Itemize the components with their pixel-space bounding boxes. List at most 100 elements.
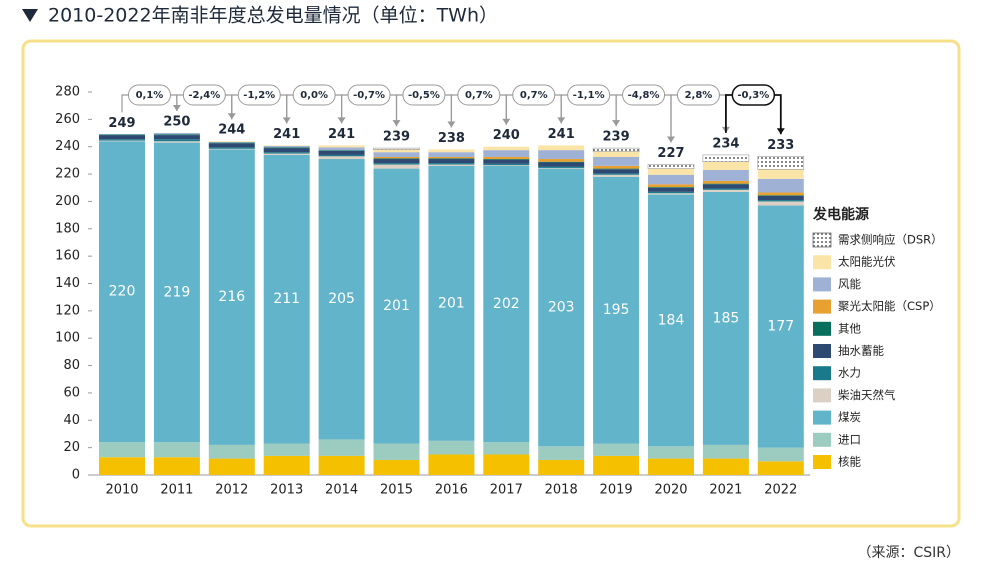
data-label: 195 bbox=[603, 302, 630, 318]
x-tick-label: 2017 bbox=[490, 483, 523, 498]
bar-segment bbox=[208, 141, 255, 143]
legend-label: 水力 bbox=[838, 366, 861, 380]
bar-segment bbox=[538, 145, 585, 151]
data-label: 184 bbox=[658, 312, 685, 328]
bar-segment bbox=[153, 442, 200, 458]
bar-segment bbox=[373, 156, 420, 159]
total-label: 239 bbox=[383, 130, 410, 145]
bar-segment bbox=[373, 459, 420, 475]
bar-segment bbox=[483, 159, 530, 164]
bar-segment bbox=[428, 152, 475, 157]
legend-label: 柴油天然气 bbox=[838, 388, 896, 402]
bar-segment bbox=[208, 148, 255, 150]
bar-segment bbox=[208, 458, 255, 475]
data-label: 201 bbox=[438, 295, 465, 311]
bar-segment bbox=[208, 444, 255, 459]
bar-segment bbox=[263, 146, 310, 148]
bar-segment bbox=[593, 174, 640, 177]
bar-segment bbox=[757, 195, 804, 196]
change-label: 0,0% bbox=[300, 90, 328, 101]
legend-label: 风能 bbox=[838, 277, 861, 291]
bar-segment bbox=[99, 140, 145, 142]
change-box bbox=[292, 84, 336, 106]
bar-segment bbox=[373, 149, 420, 153]
bar-segment bbox=[702, 180, 749, 184]
change-box bbox=[512, 84, 556, 106]
legend-swatch bbox=[812, 232, 832, 248]
bar-segment bbox=[648, 193, 694, 195]
data-label: 216 bbox=[218, 289, 245, 305]
change-label: -1,2% bbox=[243, 90, 275, 101]
x-tick-label: 2019 bbox=[600, 483, 633, 498]
bar-segment bbox=[593, 455, 640, 475]
bar-segment bbox=[318, 150, 365, 155]
change-label: -4,8% bbox=[628, 90, 660, 101]
data-label: 177 bbox=[767, 319, 794, 335]
bar-segment bbox=[538, 161, 585, 163]
y-tick-label: 40 bbox=[63, 413, 80, 428]
y-tick-label: 240 bbox=[55, 139, 80, 154]
data-label: 219 bbox=[164, 284, 191, 300]
bar-segment bbox=[593, 173, 640, 175]
bar-segment bbox=[757, 447, 804, 462]
bar-segment bbox=[483, 442, 530, 455]
change-box bbox=[127, 84, 171, 106]
bar-segment bbox=[99, 442, 145, 458]
change-box bbox=[731, 84, 776, 106]
legend-swatch bbox=[813, 366, 831, 381]
x-tick-label: 2021 bbox=[709, 483, 742, 498]
bar-segment bbox=[483, 150, 530, 157]
change-label: -1,1% bbox=[573, 90, 605, 101]
bar-segment bbox=[757, 195, 804, 201]
bar-segment bbox=[318, 154, 365, 157]
x-tick-label: 2014 bbox=[325, 483, 358, 498]
legend-swatch bbox=[813, 321, 831, 336]
bar-segment bbox=[208, 141, 255, 142]
bar-segment bbox=[263, 455, 310, 475]
bar-segment bbox=[428, 454, 475, 475]
bar-segment bbox=[593, 151, 640, 157]
change-label: 0,7% bbox=[520, 90, 548, 101]
bar-segment bbox=[208, 149, 255, 445]
bar-segment bbox=[757, 192, 804, 196]
legend-swatch bbox=[813, 455, 831, 469]
bar-segment bbox=[428, 165, 475, 441]
legend-swatch bbox=[813, 410, 831, 425]
legend-swatch bbox=[813, 344, 831, 358]
bar-segment bbox=[318, 147, 365, 151]
total-label: 241 bbox=[548, 127, 575, 142]
bar-segment bbox=[593, 156, 640, 166]
bar-segment bbox=[373, 163, 420, 165]
bar-segment bbox=[428, 156, 475, 159]
data-label: 185 bbox=[713, 310, 740, 326]
y-tick-label: 80 bbox=[63, 358, 80, 373]
bar-segment bbox=[373, 159, 420, 164]
change-label: -0,3% bbox=[737, 90, 769, 101]
bar-segment bbox=[483, 165, 530, 443]
bar-segment bbox=[373, 443, 420, 460]
bar-segment bbox=[702, 191, 749, 445]
change-box bbox=[402, 84, 446, 106]
bar-segment bbox=[702, 188, 749, 190]
y-tick-label: 100 bbox=[55, 331, 80, 346]
data-label: 203 bbox=[548, 299, 575, 315]
data-label: 201 bbox=[383, 298, 410, 314]
data-label: 202 bbox=[493, 296, 520, 312]
total-label: 241 bbox=[273, 127, 300, 142]
change-label: 0,7% bbox=[465, 90, 493, 101]
bar-segment bbox=[99, 134, 145, 136]
bar-segment bbox=[373, 147, 420, 150]
bar-segment bbox=[428, 440, 475, 455]
bar-segment bbox=[702, 154, 750, 163]
bar-segment bbox=[99, 139, 145, 141]
bar-segment bbox=[263, 443, 310, 456]
bar-segment bbox=[208, 143, 255, 148]
bar-segment bbox=[648, 191, 694, 194]
x-tick-label: 2016 bbox=[435, 483, 468, 498]
bar-segment bbox=[538, 166, 585, 168]
bar-segment bbox=[757, 461, 804, 475]
bar-segment bbox=[593, 443, 640, 456]
y-tick-label: 200 bbox=[55, 194, 80, 209]
total-label: 227 bbox=[657, 146, 684, 161]
